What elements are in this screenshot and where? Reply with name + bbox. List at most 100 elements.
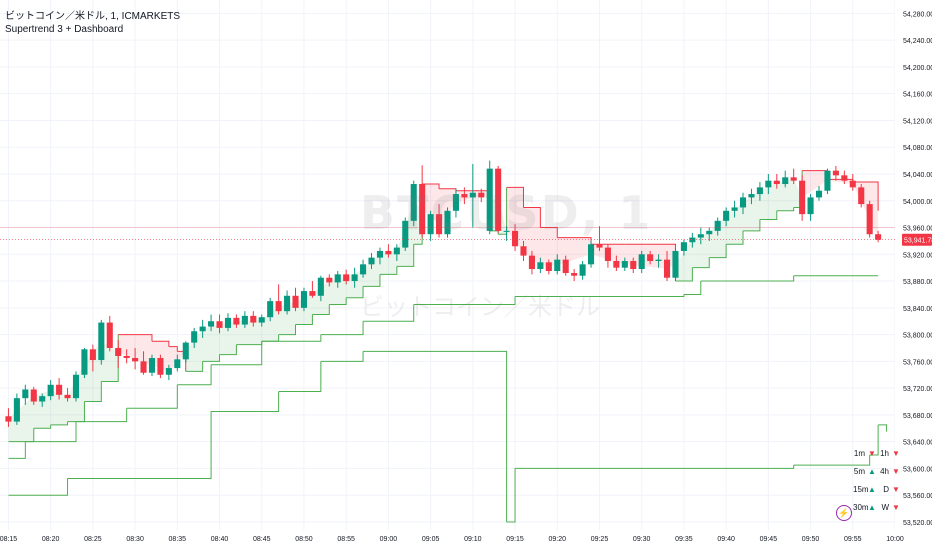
supertrend-1-segment bbox=[135, 334, 153, 342]
candle-body bbox=[630, 260, 637, 270]
time-tick-label: 08:30 bbox=[126, 536, 144, 543]
candle-body bbox=[385, 250, 392, 255]
supertrend-1-fill bbox=[33, 390, 51, 429]
supertrend-1-segment bbox=[506, 186, 524, 208]
candle-body bbox=[537, 262, 544, 270]
price-tick-label: 53,800.00 bbox=[903, 333, 932, 340]
candle-body bbox=[689, 237, 696, 243]
supertrend-1-fill bbox=[8, 395, 34, 442]
time-tick-label: 08:40 bbox=[211, 536, 229, 543]
indicator-title[interactable]: Supertrend 3 + Dashboard bbox=[5, 24, 124, 35]
supertrend-1-fill bbox=[557, 237, 592, 266]
candle-body bbox=[832, 170, 839, 176]
candle-body bbox=[250, 315, 257, 323]
arrow-down-icon: ▼ bbox=[892, 466, 900, 476]
candle-body bbox=[587, 244, 595, 265]
supertrend-1-fill bbox=[759, 182, 777, 220]
supertrend-1-segment bbox=[202, 354, 221, 362]
price-tick-label: 54,240.00 bbox=[903, 38, 932, 45]
candle-body bbox=[368, 257, 375, 265]
arrow-up-icon: ▲ bbox=[868, 466, 876, 476]
symbol-title[interactable]: ビットコイン／米ドル, 1, ICMARKETS bbox=[5, 11, 181, 22]
chart-legend: ビットコイン／米ドル, 1, ICMARKETS Supertrend 3 + … bbox=[5, 10, 180, 36]
candle-body bbox=[72, 374, 80, 399]
supertrend-3-segment bbox=[8, 478, 69, 496]
price-tick-label: 53,920.00 bbox=[903, 252, 932, 259]
price-axis-bg bbox=[895, 0, 932, 550]
supertrend-1-fill bbox=[692, 232, 710, 268]
candle-body bbox=[300, 291, 308, 308]
supertrend-3-segment bbox=[515, 465, 795, 469]
candle-body bbox=[410, 184, 417, 221]
candle-body bbox=[89, 349, 96, 361]
supertrend-2-segment bbox=[683, 281, 702, 295]
time-tick-label: 09:05 bbox=[422, 536, 440, 543]
candle-body bbox=[579, 264, 586, 276]
dashboard-row: 15m ▲ D ▼ bbox=[853, 480, 901, 498]
candle-body bbox=[292, 295, 299, 308]
supertrend-1-segment bbox=[675, 267, 693, 282]
supertrend-1-fill bbox=[202, 324, 220, 362]
time-tick-label: 10:00 bbox=[886, 536, 904, 543]
candle-body bbox=[56, 384, 63, 395]
candle-body bbox=[866, 204, 873, 235]
supertrend-1-segment bbox=[776, 207, 795, 212]
supertrend-1-segment bbox=[151, 340, 170, 347]
candle-body bbox=[478, 192, 485, 198]
time-tick-label: 08:45 bbox=[253, 536, 271, 543]
time-tick-label: 09:10 bbox=[464, 536, 482, 543]
candle-body bbox=[123, 356, 130, 359]
candle-body bbox=[748, 194, 755, 198]
supertrend-1-segment bbox=[50, 421, 69, 426]
supertrend-3-segment bbox=[67, 411, 212, 479]
candle-body bbox=[452, 194, 459, 211]
candle-body bbox=[115, 347, 122, 357]
supertrend-1-fill bbox=[219, 321, 237, 355]
candle-body bbox=[326, 277, 333, 283]
candle-body bbox=[765, 180, 772, 188]
supertrend-2-segment bbox=[320, 321, 364, 336]
supertrend-2-segment bbox=[261, 334, 322, 342]
candle-body bbox=[5, 416, 12, 422]
supertrend-3-segment bbox=[869, 424, 879, 456]
candle-body bbox=[317, 277, 324, 296]
candle-body bbox=[39, 396, 46, 402]
lightning-icon[interactable]: ⚡ bbox=[836, 505, 852, 521]
candle-body bbox=[224, 317, 232, 328]
dashboard-row: 30m ▲ W ▼ bbox=[853, 498, 901, 516]
candle-body bbox=[875, 234, 882, 240]
supertrend-3-segment bbox=[278, 361, 322, 392]
candle-body bbox=[241, 315, 248, 325]
supertrend-1-segment bbox=[346, 286, 364, 299]
supertrend-2-segment bbox=[211, 341, 263, 366]
supertrend-2-segment bbox=[363, 304, 415, 322]
dashboard-cell: 5m ▲ bbox=[853, 467, 877, 476]
dashboard-row: 5m ▲ 4h ▼ bbox=[853, 462, 901, 480]
price-tick-label: 53,960.00 bbox=[903, 226, 932, 233]
candle-body bbox=[216, 321, 223, 328]
supertrend-1-segment bbox=[295, 314, 313, 326]
supertrend-1-fill bbox=[675, 239, 693, 282]
price-tick-label: 53,600.00 bbox=[903, 466, 932, 473]
price-tick-label: 54,280.00 bbox=[903, 11, 932, 18]
supertrend-1-fill bbox=[135, 334, 152, 366]
supertrend-2-segment bbox=[700, 275, 795, 282]
supertrend-1-fill bbox=[236, 319, 262, 345]
candle-body bbox=[697, 234, 704, 238]
candle-body bbox=[731, 207, 738, 211]
candle-body bbox=[773, 180, 780, 185]
candle-body bbox=[427, 214, 434, 235]
candle-body bbox=[64, 394, 71, 399]
candle-body bbox=[672, 250, 679, 278]
candle-body bbox=[182, 342, 189, 360]
candle-body bbox=[444, 210, 451, 235]
candle-body bbox=[351, 274, 358, 282]
arrow-up-icon: ▲ bbox=[868, 484, 876, 494]
supertrend-3-segment bbox=[211, 391, 280, 413]
candle-body bbox=[571, 273, 578, 276]
candle-body bbox=[233, 317, 240, 325]
candle-body bbox=[520, 246, 527, 256]
timeframe-label: 5m bbox=[853, 466, 865, 476]
